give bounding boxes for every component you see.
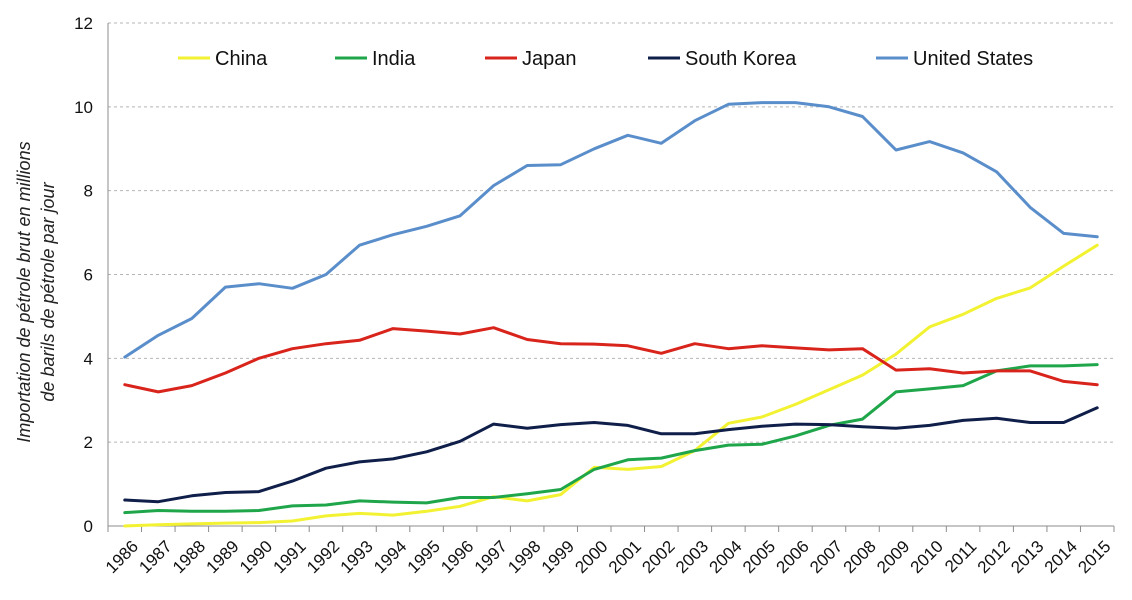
y-tick-10: 10 <box>74 98 93 117</box>
x-tick-2001: 2001 <box>605 537 645 577</box>
x-tick-1989: 1989 <box>202 537 242 577</box>
y-axis-title-line2: de barils de pétrole par jour <box>38 181 58 401</box>
series-lines <box>123 101 1099 528</box>
series-line-united-states <box>123 101 1099 359</box>
x-tick-1987: 1987 <box>135 537 175 577</box>
series-line-india <box>123 363 1099 515</box>
x-tick-1995: 1995 <box>404 537 444 577</box>
x-tick-2010: 2010 <box>907 537 947 577</box>
x-tick-1988: 1988 <box>169 537 209 577</box>
x-tick-2007: 2007 <box>806 537 846 577</box>
x-tick-1996: 1996 <box>437 537 477 577</box>
x-tick-2003: 2003 <box>672 537 712 577</box>
x-tick-1999: 1999 <box>538 537 578 577</box>
series-line-south-korea <box>123 406 1099 504</box>
x-tick-2000: 2000 <box>571 537 611 577</box>
x-tick-2011: 2011 <box>941 537 980 576</box>
x-tick-2013: 2013 <box>1007 537 1047 577</box>
axes <box>107 23 1115 532</box>
legend-label-united-states: United States <box>913 48 1033 70</box>
y-tick-4: 4 <box>84 349 93 368</box>
y-tick-6: 6 <box>84 266 93 285</box>
x-tick-2005: 2005 <box>739 537 779 577</box>
x-tick-1992: 1992 <box>303 537 343 577</box>
x-tick-2006: 2006 <box>773 537 813 577</box>
series-line-china <box>123 243 1099 528</box>
legend-label-china: China <box>215 48 268 70</box>
y-tick-12: 12 <box>74 14 93 33</box>
x-tick-2009: 2009 <box>873 537 913 577</box>
y-tick-0: 0 <box>84 517 93 536</box>
x-tick-1991: 1991 <box>270 537 310 577</box>
x-tick-1997: 1997 <box>471 537 511 577</box>
x-tick-1994: 1994 <box>370 537 410 577</box>
y-axis-title-line1: Importation de pétrole brut en millions <box>14 141 34 442</box>
series-line-japan <box>123 326 1099 394</box>
x-tick-2014: 2014 <box>1041 537 1081 577</box>
x-tick-1986: 1986 <box>102 537 142 577</box>
y-tick-labels: 0 2 4 6 8 10 12 <box>74 14 93 536</box>
legend-label-india: India <box>372 48 416 70</box>
x-tick-1998: 1998 <box>504 537 544 577</box>
x-tick-2002: 2002 <box>638 537 678 577</box>
x-tick-2015: 2015 <box>1074 537 1114 577</box>
legend: China India Japan South Korea United States <box>178 48 1033 70</box>
legend-label-south-korea: South Korea <box>685 48 797 70</box>
x-tick-2008: 2008 <box>840 537 880 577</box>
y-tick-2: 2 <box>84 433 93 452</box>
x-tick-1990: 1990 <box>236 537 276 577</box>
x-tick-labels: 1986198719881989199019911992199319941995… <box>102 537 1115 577</box>
legend-label-japan: Japan <box>522 48 577 70</box>
x-tick-2012: 2012 <box>974 537 1014 577</box>
gridlines <box>108 22 1114 443</box>
x-tick-1993: 1993 <box>337 537 377 577</box>
y-tick-8: 8 <box>84 182 93 201</box>
x-tick-2004: 2004 <box>705 537 745 577</box>
